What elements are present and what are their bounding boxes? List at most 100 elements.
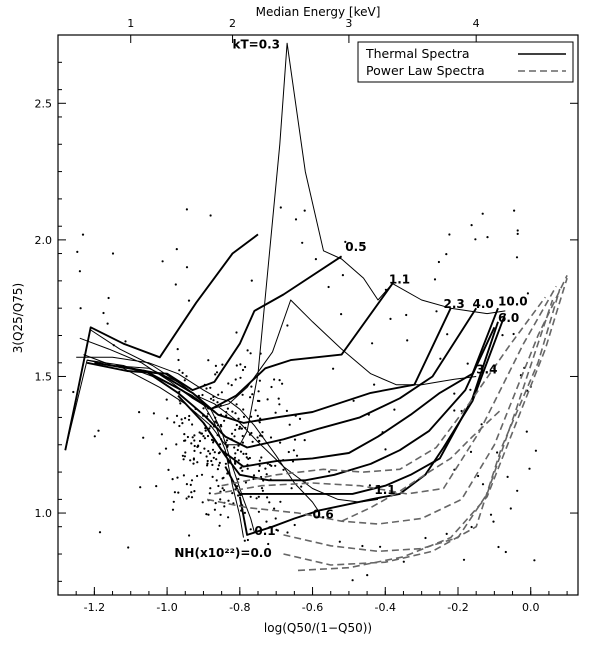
- data-point: [190, 496, 194, 499]
- data-point: [175, 414, 179, 417]
- data-point: [188, 534, 191, 537]
- data-point: [189, 483, 192, 486]
- data-point: [210, 438, 214, 441]
- data-point: [164, 447, 168, 450]
- data-point: [389, 317, 392, 320]
- data-point: [274, 517, 277, 520]
- x-tick-label: -0.6: [302, 601, 323, 614]
- series-line-temperature-0: [64, 42, 506, 451]
- data-point: [165, 398, 168, 401]
- data-point: [286, 531, 289, 534]
- data-point: [201, 393, 204, 397]
- data-point: [206, 462, 209, 465]
- data-point: [453, 409, 456, 412]
- data-point: [525, 430, 528, 433]
- data-point: [515, 256, 519, 259]
- annotation-label: kT=0.3: [233, 38, 280, 52]
- y-tick-label: 2.0: [35, 234, 53, 247]
- data-point: [303, 209, 306, 212]
- data-point: [225, 414, 228, 417]
- data-point: [279, 441, 282, 444]
- data-point: [270, 464, 273, 467]
- data-point: [261, 431, 264, 434]
- data-point: [258, 440, 261, 443]
- data-point: [214, 502, 217, 505]
- data-point: [235, 423, 238, 427]
- data-point: [210, 459, 213, 463]
- data-point: [526, 292, 530, 295]
- data-point: [211, 463, 214, 466]
- data-point: [474, 238, 477, 241]
- data-point: [215, 371, 219, 374]
- data-point: [238, 427, 241, 430]
- data-point: [338, 540, 341, 543]
- series-line-absorption-13: [224, 321, 499, 495]
- data-point: [196, 445, 199, 448]
- data-point: [344, 240, 347, 243]
- data-point: [249, 495, 252, 498]
- data-point: [281, 382, 284, 385]
- legend: Thermal Spectra Power Law Spectra: [357, 41, 574, 83]
- data-point: [379, 545, 382, 548]
- data-point: [435, 310, 438, 313]
- x-tick-label: -1.0: [156, 601, 177, 614]
- data-point: [241, 368, 245, 372]
- data-point: [176, 476, 179, 479]
- data-point: [224, 462, 227, 465]
- data-point: [406, 339, 409, 342]
- series-line-absorption-12: [202, 326, 496, 482]
- annotation-label: 0.6: [313, 508, 334, 522]
- data-point: [78, 270, 81, 273]
- data-point: [209, 214, 212, 217]
- data-point: [433, 278, 437, 281]
- data-point: [127, 546, 130, 549]
- data-point: [235, 403, 238, 406]
- data-point: [227, 499, 230, 502]
- plot-frame: [57, 34, 579, 596]
- data-point: [175, 248, 178, 251]
- data-point: [81, 233, 85, 236]
- data-point: [215, 479, 218, 482]
- data-point: [234, 412, 237, 415]
- data-point: [239, 363, 242, 366]
- ticks-layer: [58, 35, 578, 595]
- data-point: [265, 473, 268, 476]
- data-point: [218, 451, 221, 454]
- data-point: [223, 489, 226, 492]
- data-point: [190, 491, 193, 494]
- data-point: [249, 528, 252, 531]
- data-point: [213, 508, 216, 511]
- data-point: [506, 475, 509, 478]
- annotation-label: 1.1: [374, 483, 395, 497]
- data-point: [516, 229, 519, 232]
- data-point: [111, 252, 115, 255]
- data-point: [240, 427, 243, 430]
- data-point: [233, 446, 236, 449]
- labels-layer: -1.2 -1.0 -0.8 -0.6 -0.4 -0.2 0.0 1.0 1.5 2.0 2.5 1…: [35, 17, 540, 614]
- data-point: [267, 542, 270, 546]
- data-point: [181, 371, 184, 374]
- data-point: [237, 477, 240, 481]
- data-point: [206, 434, 210, 438]
- data-point: [231, 492, 234, 495]
- series-line-power-law-17: [221, 296, 546, 487]
- data-point: [177, 358, 180, 362]
- data-point: [72, 390, 75, 394]
- data-point: [221, 487, 224, 490]
- top-tick-label: 2: [229, 17, 236, 30]
- data-point: [258, 434, 262, 437]
- x-tick-label: 0.0: [522, 601, 540, 614]
- data-point: [172, 500, 175, 503]
- data-point: [481, 212, 484, 215]
- data-point: [212, 441, 215, 444]
- data-point: [279, 206, 282, 209]
- data-point: [405, 313, 408, 317]
- data-point: [211, 448, 215, 451]
- data-point: [237, 459, 240, 462]
- data-point: [211, 475, 214, 478]
- data-point: [489, 513, 493, 516]
- data-point: [217, 393, 220, 396]
- data-point: [196, 474, 199, 478]
- data-point: [192, 462, 195, 465]
- data-point: [185, 497, 188, 500]
